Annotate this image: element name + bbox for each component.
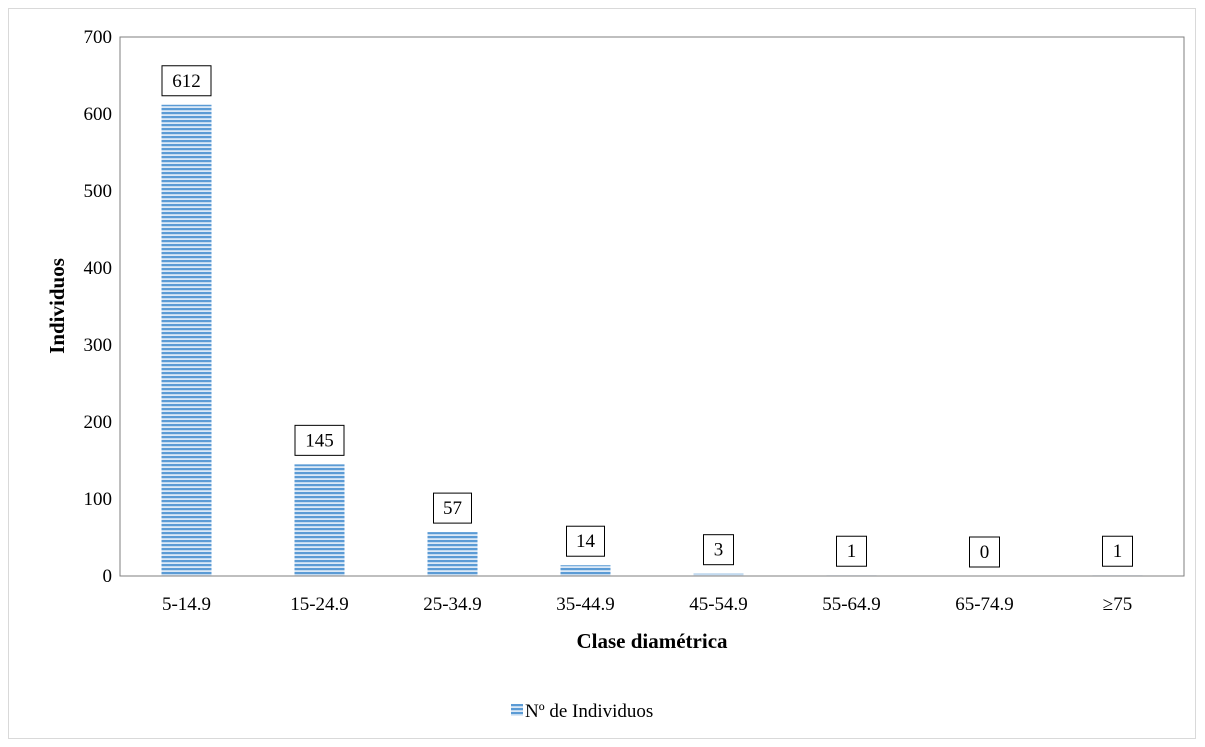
y-tick-label: 400 xyxy=(84,258,113,279)
x-tick-label: 55-64.9 xyxy=(822,594,881,615)
x-tick-label: 5-14.9 xyxy=(162,594,211,615)
data-label: 0 xyxy=(980,542,990,563)
data-label: 1 xyxy=(1113,541,1123,562)
legend: Nº de Individuos xyxy=(511,701,653,722)
bar xyxy=(693,573,744,576)
y-tick-label: 500 xyxy=(84,181,113,202)
bar xyxy=(427,532,478,576)
x-axis-title: Clase diamétrica xyxy=(576,629,728,653)
legend-swatch xyxy=(511,704,523,716)
data-label: 57 xyxy=(443,498,462,519)
data-label-box xyxy=(703,534,734,566)
y-tick-label: 200 xyxy=(84,412,113,433)
x-tick-label: 45-54.9 xyxy=(689,594,748,615)
data-label-box xyxy=(969,536,1000,568)
bar xyxy=(161,104,212,576)
y-axis-ticks: 0 100 200 300 400 500 600 700 xyxy=(84,27,113,587)
x-tick-label: 35-44.9 xyxy=(556,594,615,615)
data-label-box xyxy=(161,65,212,97)
plot-area-border xyxy=(119,36,1185,577)
bar xyxy=(560,565,611,576)
y-axis-title: Individuos xyxy=(45,258,69,354)
x-tick-label: 15-24.9 xyxy=(290,594,349,615)
data-label: 145 xyxy=(305,430,334,451)
x-tick-label: ≥75 xyxy=(1103,594,1132,615)
data-label-box xyxy=(566,525,605,557)
x-axis-ticks: 5-14.9 15-24.9 25-34.9 35-44.9 45-54.9 55-64.… xyxy=(162,594,1132,615)
data-label-box xyxy=(1102,535,1133,567)
data-label-box xyxy=(836,535,867,567)
y-tick-label: 100 xyxy=(84,489,113,510)
data-label-box xyxy=(433,492,472,524)
data-label: 612 xyxy=(172,71,201,92)
legend-label: Nº de Individuos xyxy=(525,701,653,722)
data-label: 14 xyxy=(576,531,596,552)
x-tick-label: 25-34.9 xyxy=(423,594,482,615)
y-tick-label: 300 xyxy=(84,335,113,356)
bar xyxy=(294,464,345,576)
data-label-box xyxy=(294,424,345,456)
data-label: 3 xyxy=(714,540,724,561)
y-tick-label: 700 xyxy=(84,27,113,48)
y-tick-label: 600 xyxy=(84,104,113,125)
data-labels: 612 145 57 14 3 1 0 1 xyxy=(161,65,1133,568)
y-tick-label: 0 xyxy=(103,566,113,587)
x-tick-label: 65-74.9 xyxy=(955,594,1014,615)
bars xyxy=(161,104,1143,576)
data-label: 1 xyxy=(847,541,857,562)
